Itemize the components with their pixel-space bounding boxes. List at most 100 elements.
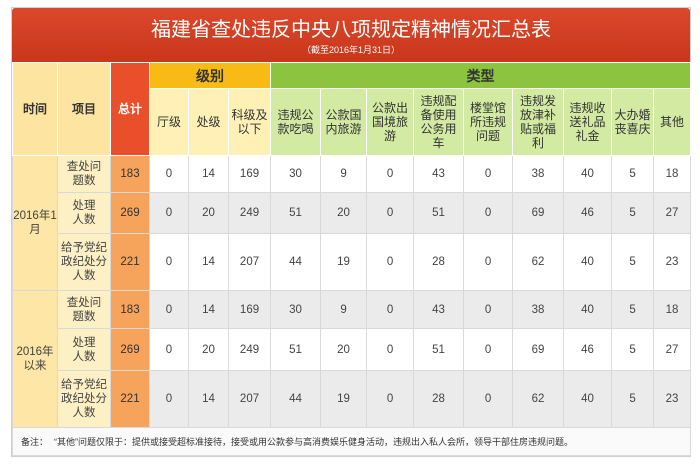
column-label: 违规公款吃喝: [277, 108, 314, 136]
header-type-group-label: 类型: [466, 67, 495, 84]
column-label: 厅级: [156, 115, 181, 129]
value-cell-type-allowances-benefits: 62: [512, 233, 565, 291]
period-label: 2016年以来: [16, 346, 54, 372]
value-cell-type-official-vehicles: 28: [413, 370, 465, 428]
value-cell-type-improper-banquets: 30: [270, 155, 322, 193]
value-cell-type-official-vehicles: 43: [413, 290, 465, 329]
header-period-label: 时间: [22, 102, 47, 116]
item-label: 查处问题数: [66, 296, 102, 323]
value-cell-type-gifts-cash: 40: [563, 290, 613, 329]
table-row: 处理人数 269 0 20 249 51 20 0 51 0 69 46 5 27: [13, 192, 692, 234]
value-cell-type-improper-banquets: 30: [270, 290, 322, 329]
header-level-ting-ji: 厅级: [149, 88, 189, 156]
table-row: 2016年以来 查处问题数 183 0 14 169 30 9 0 43 0 38 40 5 18: [12, 290, 692, 428]
value-cell-type-overseas-travel: 0: [366, 155, 415, 193]
item-cell: 处理人数: [57, 192, 111, 234]
value-cell-type-improper-banquets: 44: [270, 370, 322, 428]
value-cell-total: 221: [110, 370, 150, 428]
header-type-official-vehicles: 违规配备使用公务用车: [413, 88, 465, 156]
column-label: 大办婚丧喜庆: [614, 108, 651, 136]
header-total: 总计: [110, 62, 150, 156]
value-cell-type-other: 27: [653, 328, 692, 371]
summary-figure: 福建省查处违反中央八项规定精神情况汇总表 （截至2016年1月31日） 时间 项…: [11, 8, 692, 456]
value-cell-type-gifts-cash: 40: [563, 370, 613, 428]
table-body: 2016年1月 查处问题数 183 0 14 169 30 9 0 43 0 38 40 5 18 处理人数 2…: [12, 155, 692, 428]
value-cell-type-improper-banquets: 44: [270, 233, 322, 291]
value-cell-level-ke-ji-and-below: 169: [227, 155, 272, 193]
table-row: 给予党纪政纪处分人数 221 0 14 207 44 19 0 28 0 62 40 5 23: [13, 233, 692, 291]
header-type-improper-banquets: 违规公款吃喝: [270, 88, 322, 156]
value-cell-type-allowances-benefits: 38: [512, 155, 565, 193]
column-label: 处级: [196, 115, 221, 129]
value-cell-level-chu-ji: 14: [188, 155, 229, 193]
value-cell-type-overseas-travel: 0: [366, 233, 415, 291]
value-cell-type-overseas-travel: 0: [366, 328, 415, 371]
value-cell-type-office-buildings: 0: [463, 328, 514, 371]
item-label: 给予党纪政纪处分人数: [60, 379, 107, 419]
value-cell-type-domestic-travel: 20: [320, 192, 368, 234]
table-row: 2016年1月 查处问题数 183 0 14 169 30 9 0 43 0 38 40 5 18: [12, 155, 692, 291]
value-cell-type-gifts-cash: 40: [563, 155, 613, 193]
value-cell-level-ke-ji-and-below: 249: [227, 328, 272, 371]
page-title: 福建省查处违反中央八项规定精神情况汇总表: [151, 19, 551, 41]
header-type-office-buildings: 楼堂馆所违规问题: [463, 88, 514, 156]
item-label: 处理人数: [72, 200, 96, 226]
value-cell-level-chu-ji: 20: [188, 192, 229, 234]
header-type-gifts-cash: 违规收送礼品礼金: [563, 88, 613, 156]
value-cell-type-domestic-travel: 9: [320, 290, 368, 329]
value-cell-level-ting-ji: 0: [149, 290, 189, 329]
value-cell-type-office-buildings: 0: [463, 370, 514, 428]
value-cell-type-other: 23: [653, 233, 692, 291]
value-cell-type-weddings-funerals: 5: [611, 370, 655, 428]
value-cell-type-overseas-travel: 0: [366, 370, 415, 428]
title-banner: 福建省查处违反中央八项规定精神情况汇总表 （截至2016年1月31日）: [12, 8, 690, 62]
column-label: 楼堂馆所违规问题: [470, 101, 507, 143]
column-label: 公款国内旅游: [325, 108, 362, 136]
header-item: 项目: [57, 62, 111, 156]
item-label: 处理人数: [72, 336, 96, 363]
value-cell-type-gifts-cash: 46: [563, 328, 613, 371]
item-cell: 查处问题数: [57, 290, 111, 329]
item-cell: 给予党纪政纪处分人数: [57, 370, 111, 428]
header-type-allowances-benefits: 违规发放津补贴或福利: [512, 88, 565, 156]
value-cell-type-weddings-funerals: 5: [611, 233, 655, 291]
value-cell-type-improper-banquets: 51: [270, 192, 322, 234]
value-cell-type-overseas-travel: 0: [366, 192, 415, 234]
header-type-domestic-travel: 公款国内旅游: [320, 88, 368, 156]
value-cell-type-weddings-funerals: 5: [611, 192, 655, 234]
period-cell: 2016年以来: [12, 290, 58, 428]
value-cell-total: 183: [110, 290, 150, 329]
value-cell-type-office-buildings: 0: [463, 155, 514, 193]
header-level-group-label: 级别: [196, 67, 225, 84]
item-label: 给予党纪政纪处分人数: [60, 242, 107, 282]
value-cell-type-weddings-funerals: 5: [611, 155, 655, 193]
header-type-other: 其他: [653, 88, 692, 156]
note-row: 备注： “其他”问题仅限于：提供或接受超标准接待，接受或用公款参与高消费娱乐健身活…: [11, 427, 692, 456]
item-label: 查处问题数: [66, 161, 102, 187]
value-cell-type-official-vehicles: 43: [413, 155, 465, 193]
value-cell-type-official-vehicles: 28: [413, 233, 465, 291]
value-cell-level-ting-ji: 0: [149, 328, 189, 371]
value-cell-level-ke-ji-and-below: 207: [227, 233, 272, 291]
note-label: 备注：: [21, 436, 49, 447]
value-cell-type-improper-banquets: 51: [270, 328, 322, 371]
header-level-chu-ji: 处级: [188, 88, 229, 156]
value-cell-level-chu-ji: 14: [188, 290, 229, 329]
column-label: 公款出国境旅游: [372, 101, 409, 143]
value-cell-type-weddings-funerals: 5: [611, 328, 655, 371]
value-cell-total: 183: [110, 155, 150, 193]
value-cell-type-office-buildings: 0: [463, 192, 514, 234]
value-cell-level-chu-ji: 14: [188, 370, 229, 428]
value-cell-level-ke-ji-and-below: 169: [227, 290, 272, 329]
column-label: 科级及以下: [231, 108, 268, 136]
value-cell-level-ke-ji-and-below: 249: [227, 192, 272, 234]
column-label: 违规配备使用公务用车: [420, 94, 457, 150]
period-label: 2016年1月: [13, 210, 57, 236]
column-label: 违规发放津补贴或福利: [520, 94, 557, 150]
value-cell-type-domestic-travel: 9: [320, 155, 368, 193]
header-level-ke-ji-and-below: 科级及以下: [227, 88, 272, 156]
value-cell-type-domestic-travel: 20: [320, 328, 368, 371]
value-cell-type-gifts-cash: 40: [563, 233, 613, 291]
table-row: 处理人数 269 0 20 249 51 20 0 51 0 69 46 5 27: [13, 328, 692, 371]
column-label: 违规收送礼品礼金: [569, 101, 606, 143]
